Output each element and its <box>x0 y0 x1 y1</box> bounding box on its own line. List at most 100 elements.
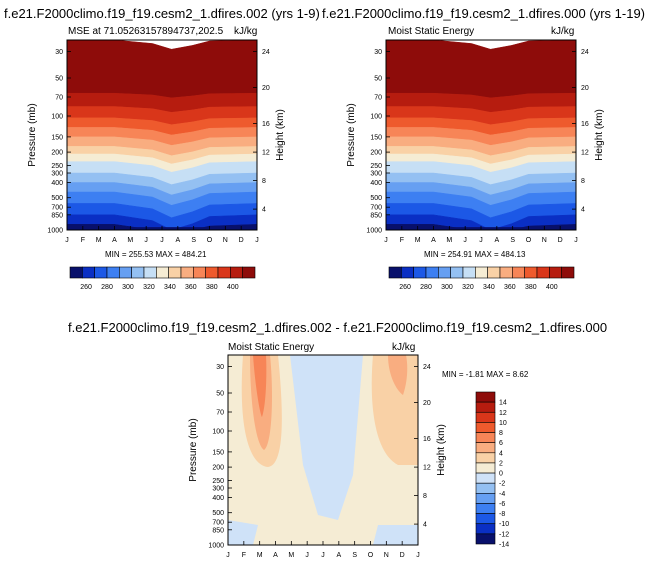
pressure-tick-label: 30 <box>55 49 63 56</box>
month-tick-label: A <box>431 237 436 244</box>
colorbar-swatch <box>69 266 83 279</box>
pressure-tick-label: 70 <box>55 95 63 102</box>
colorbar-swatch <box>230 266 243 279</box>
height-tick-label: 16 <box>423 436 431 443</box>
colorbar-swatch <box>475 513 496 525</box>
panel2-title: f.e21.F2000climo.f19_f19.cesm2_1.dfires.… <box>322 6 646 21</box>
panel2-stats: MIN = 254.91 MAX = 484.13 <box>424 250 526 259</box>
pressure-tick-label: 100 <box>212 429 224 436</box>
month-tick-label: O <box>368 552 374 559</box>
month-tick-label: J <box>305 552 309 559</box>
pressure-tick-label: 400 <box>212 495 224 502</box>
colorbar-swatch <box>217 266 231 279</box>
y-axis-label: Pressure (mb) <box>27 103 38 166</box>
panel3-stats: MIN = -1.81 MAX = 8.62 <box>442 370 529 379</box>
pressure-tick-label: 150 <box>51 134 63 141</box>
pressure-tick-label: 700 <box>370 205 382 212</box>
month-tick-label: M <box>415 237 421 244</box>
contour-band <box>253 355 267 417</box>
colorbar-tick-label: 300 <box>441 284 453 291</box>
colorbar-swatch <box>561 266 575 279</box>
contour-band <box>290 355 363 520</box>
month-tick-label: N <box>384 552 389 559</box>
colorbar-tick-label: 380 <box>525 284 537 291</box>
panel2-units-label: kJ/kg <box>551 26 575 37</box>
contour-band <box>66 39 258 99</box>
colorbar-swatch <box>475 503 496 514</box>
y2-axis-label: Height (km) <box>275 109 286 161</box>
colorbar-swatch <box>242 266 256 279</box>
pressure-tick-label: 500 <box>370 195 382 202</box>
colorbar-swatch <box>401 266 414 279</box>
colorbar-tick-label: 10 <box>499 420 507 427</box>
colorbar-swatch <box>549 266 562 279</box>
colorbar-swatch <box>450 266 464 279</box>
pressure-tick-label: 500 <box>51 195 63 202</box>
pressure-tick-label: 50 <box>216 391 224 398</box>
pressure-tick-label: 50 <box>55 76 63 83</box>
height-tick-label: 8 <box>423 493 427 500</box>
month-tick-label: J <box>574 237 578 244</box>
pressure-tick-label: 850 <box>212 527 224 534</box>
pressure-tick-label: 150 <box>212 449 224 456</box>
colorbar-tick-label: 6 <box>499 440 503 447</box>
pressure-tick-label: 700 <box>212 520 224 527</box>
pressure-tick-label: 30 <box>216 364 224 371</box>
contour-band <box>373 525 418 545</box>
colorbar-swatch <box>119 266 132 279</box>
height-tick-label: 24 <box>581 49 589 56</box>
colorbar-tick-label: 260 <box>80 284 92 291</box>
colorbar-tick-label: -10 <box>499 521 509 528</box>
colorbar-tick-label: 14 <box>499 400 507 407</box>
month-tick-label: J <box>463 237 467 244</box>
colorbar-swatch <box>475 482 496 494</box>
colorbar-tick-label: -6 <box>499 501 505 508</box>
height-tick-label: 20 <box>423 400 431 407</box>
pressure-tick-label: 250 <box>212 478 224 485</box>
colorbar-swatch <box>475 442 496 454</box>
pressure-tick-label: 200 <box>51 150 63 157</box>
colorbar-swatch <box>475 422 496 433</box>
colorbar-swatch <box>475 493 496 504</box>
pressure-tick-label: 1000 <box>366 228 382 235</box>
colorbar-swatch <box>524 266 538 279</box>
pressure-tick-label: 300 <box>51 171 63 178</box>
colorbar-swatch <box>475 391 496 403</box>
pressure-tick-label: 100 <box>370 114 382 121</box>
colorbar-swatch <box>131 266 145 279</box>
pressure-tick-label: 200 <box>212 465 224 472</box>
colorbar-swatch <box>438 266 451 279</box>
colorbar-swatch <box>475 462 496 474</box>
month-tick-label: M <box>446 237 452 244</box>
colorbar-swatch <box>475 432 496 443</box>
month-tick-label: J <box>160 237 164 244</box>
colorbar-tick-label: 4 <box>499 450 503 457</box>
panel3-units-label: kJ/kg <box>392 342 416 353</box>
month-tick-label: S <box>352 552 357 559</box>
colorbar-tick-label: 380 <box>206 284 218 291</box>
colorbar-swatch <box>180 266 194 279</box>
colorbar-swatch <box>475 411 496 423</box>
panel1-units-label: kJ/kg <box>234 26 258 37</box>
height-tick-label: 4 <box>262 207 266 214</box>
colorbar-tick-label: -4 <box>499 491 505 498</box>
contour-band <box>385 39 577 99</box>
y-axis-label: Pressure (mb) <box>346 103 357 166</box>
month-tick-label: J <box>321 552 325 559</box>
height-tick-label: 16 <box>262 121 270 128</box>
month-tick-label: J <box>416 552 420 559</box>
colorbar-swatch <box>475 533 496 545</box>
month-tick-label: J <box>226 552 230 559</box>
colorbar-tick-label: 300 <box>122 284 134 291</box>
month-tick-label: M <box>96 237 102 244</box>
height-tick-label: 12 <box>262 150 270 157</box>
colorbar-swatch <box>413 266 427 279</box>
month-tick-label: A <box>175 237 180 244</box>
colorbar-swatch <box>475 266 488 279</box>
panel1-left-label: MSE at 71.05263157894737,202.5 <box>68 26 224 37</box>
height-tick-label: 24 <box>262 49 270 56</box>
month-tick-label: J <box>65 237 69 244</box>
height-tick-label: 8 <box>581 178 585 185</box>
colorbar-swatch <box>487 266 501 279</box>
